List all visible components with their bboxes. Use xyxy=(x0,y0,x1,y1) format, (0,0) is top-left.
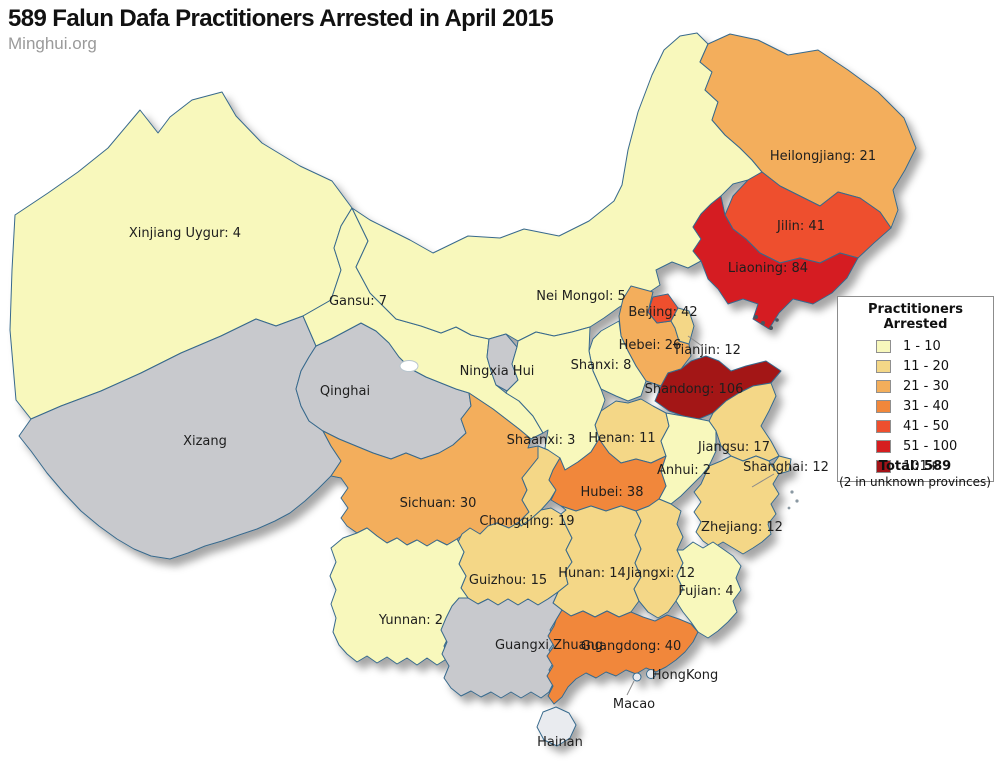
province-shape-liaoning xyxy=(692,195,859,330)
label-guizhou: Guizhou: 15 xyxy=(469,573,547,588)
legend-row: 11 - 20 xyxy=(876,358,993,374)
legend-swatch-101plus xyxy=(876,459,891,473)
label-heilongjiang: Heilongjiang: 21 xyxy=(770,149,876,164)
legend-row: 31 - 40 xyxy=(876,398,993,414)
label-sichuan: Sichuan: 30 xyxy=(400,496,477,511)
label-shandong: Shandong: 106 xyxy=(645,382,744,397)
legend-swatch-31-40 xyxy=(876,399,891,413)
legend-row: 101+ xyxy=(876,458,993,474)
label-shanxi: Shanxi: 8 xyxy=(571,358,632,373)
label-tianjin: Tianjin: 12 xyxy=(672,343,741,358)
label-hebei: Hebei: 26 xyxy=(619,338,682,353)
legend-swatch-21-30 xyxy=(876,379,891,393)
legend-label-11-20: 11 - 20 xyxy=(903,358,950,374)
label-guangdong: Guangdong: 40 xyxy=(581,639,682,654)
label-jiangxi: Jiangxi: 12 xyxy=(626,566,695,581)
label-hainan: Hainan xyxy=(537,735,583,750)
legend-total: Total: 589 (2 in unknown provinces) xyxy=(836,459,994,489)
legend-label-1-10: 1 - 10 xyxy=(903,338,941,354)
province-shape-shanghai xyxy=(771,455,792,475)
legend-swatch-41-50 xyxy=(876,419,891,433)
legend-label-101plus: 101+ xyxy=(903,458,939,474)
legend: Practitioners Arrested 1 - 10 11 - 20 21… xyxy=(837,296,994,482)
label-shaanxi: Shaanxi: 3 xyxy=(507,433,576,448)
label-guangxi-zhuang: Guangxi Zhuang xyxy=(495,638,603,653)
qinghai-lake xyxy=(399,360,419,372)
header: 589 Falun Dafa Practitioners Arrested in… xyxy=(8,5,554,54)
label-macao: Macao xyxy=(613,697,655,712)
macao-leader-line xyxy=(626,680,635,696)
legend-label-21-30: 21 - 30 xyxy=(903,378,950,394)
label-hunan: Hunan: 14 xyxy=(558,566,626,581)
label-liaoning: Liaoning: 84 xyxy=(728,261,808,276)
legend-label-51-100: 51 - 100 xyxy=(903,438,958,454)
total-note: (2 in unknown provinces) xyxy=(839,475,991,489)
label-anhui: Anhui: 2 xyxy=(657,463,711,478)
label-nei-mongol: Nei Mongol: 5 xyxy=(536,289,625,304)
legend-row: 41 - 50 xyxy=(876,418,993,434)
label-gansu: Gansu: 7 xyxy=(329,294,387,309)
country-shapes xyxy=(9,32,917,747)
label-jiangsu: Jiangsu: 17 xyxy=(697,440,770,455)
label-fujian: Fujian: 4 xyxy=(678,584,733,599)
label-yunnan: Yunnan: 2 xyxy=(378,613,443,628)
legend-label-31-40: 31 - 40 xyxy=(903,398,950,414)
zhoushan-islands-dots xyxy=(787,490,799,510)
province-labels: Xinjiang Uygur: 4 Xizang Qinghai Gansu: … xyxy=(129,149,876,750)
label-chongqing: Chongqing: 19 xyxy=(479,514,574,529)
source-credit: Minghui.org xyxy=(8,34,97,54)
province-shape-jiangxi xyxy=(633,498,684,619)
province-shape-anhui xyxy=(658,412,717,505)
legend-title: Practitioners Arrested xyxy=(868,302,963,332)
legend-swatch-51-100 xyxy=(876,439,891,453)
legend-row: 51 - 100 xyxy=(876,438,993,454)
legend-row: 21 - 30 xyxy=(876,378,993,394)
label-beijing: Beijing: 42 xyxy=(628,305,697,320)
label-henan: Henan: 11 xyxy=(588,431,655,446)
label-xinjiang-uygur: Xinjiang Uygur: 4 xyxy=(129,226,241,241)
legend-row: 1 - 10 xyxy=(876,338,993,354)
shanghai-leader-line xyxy=(751,473,775,488)
page-title: 589 Falun Dafa Practitioners Arrested in… xyxy=(8,5,554,32)
total-count: Total: 589 xyxy=(878,459,952,474)
label-shanghai: Shanghai: 12 xyxy=(743,460,829,475)
label-ningxia-hui: Ningxia Hui xyxy=(460,364,535,379)
legend-swatch-11-20 xyxy=(876,359,891,373)
province-shape-xizang xyxy=(18,315,342,560)
province-shape-shandong xyxy=(654,355,782,420)
province-shape-hongkong xyxy=(646,669,656,679)
province-shape-fujian xyxy=(675,541,742,639)
legend-label-41-50: 41 - 50 xyxy=(903,418,950,434)
province-shape-macao xyxy=(632,672,642,682)
tianjin-leader-line xyxy=(687,335,703,347)
province-shape-guangdong xyxy=(546,609,699,705)
province-shape-hainan xyxy=(536,706,577,747)
label-hubei: Hubei: 38 xyxy=(581,485,644,500)
label-hongkong: HongKong xyxy=(652,668,719,683)
province-shape-zhejiang xyxy=(693,455,780,555)
label-jilin: Jilin: 41 xyxy=(776,219,825,234)
province-shape-jiangsu xyxy=(708,382,780,462)
label-xizang: Xizang xyxy=(183,434,227,449)
label-qinghai: Qinghai xyxy=(320,384,370,399)
liaoning-islands-dots xyxy=(754,315,779,330)
label-zhejiang: Zhejiang: 12 xyxy=(701,520,783,535)
province-shape-tianjin xyxy=(670,307,695,345)
legend-swatch-1-10 xyxy=(876,339,891,353)
